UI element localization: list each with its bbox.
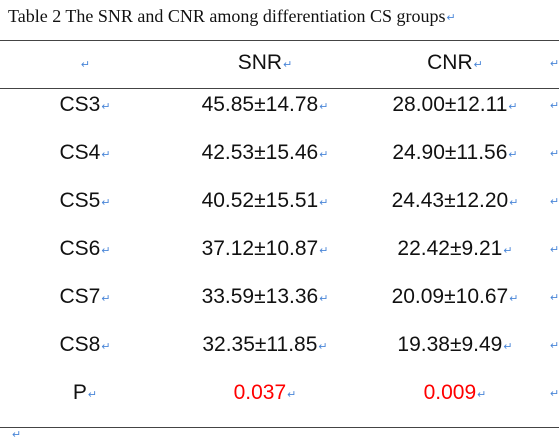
table-top-rule	[0, 40, 559, 41]
table-row: CS5↵ 40.52±15.51↵ 24.43±12.20↵ ↵	[0, 183, 559, 219]
group-cell: CS4↵	[59, 141, 111, 164]
paragraph-mark-icon: ↵	[101, 149, 111, 161]
paragraph-mark-icon: ↵	[101, 245, 111, 257]
paragraph-mark-icon: ↵	[101, 293, 111, 305]
snr-cell: 37.12±10.87↵	[201, 237, 329, 260]
cnr-cell: 22.42±9.21↵	[397, 237, 513, 260]
header-snr-label: SNR	[237, 51, 283, 74]
cnr-cell: 24.90±11.56↵	[392, 141, 518, 164]
paragraph-mark-icon: ↵	[318, 341, 328, 353]
table-bottom-rule	[0, 427, 559, 428]
cnr-p-value: 0.009↵	[423, 381, 487, 404]
snr-cell: 40.52±15.51↵	[201, 189, 329, 212]
paragraph-mark-icon: ↵	[477, 389, 487, 401]
row-end-mark-icon: ↵	[550, 388, 559, 400]
cnr-cell: 28.00±12.11↵	[392, 93, 518, 116]
snr-cell: 45.85±14.78↵	[201, 93, 329, 116]
row-end-mark-icon: ↵	[550, 196, 559, 208]
table-row: CS7↵ 33.59±13.36↵ 20.09±10.67↵ ↵	[0, 279, 559, 315]
paragraph-mark-icon: ↵	[287, 389, 297, 401]
snr-p-value: 0.037↵	[233, 381, 297, 404]
p-label-cell: P↵	[72, 381, 98, 404]
paragraph-mark-icon: ↵	[319, 101, 329, 113]
p-value-row: P↵ 0.037↵ 0.009↵ ↵	[0, 375, 559, 411]
table-header-rule	[0, 88, 559, 89]
paragraph-mark-icon: ↵	[101, 197, 111, 209]
paragraph-mark-icon: ↵	[446, 12, 456, 24]
group-cell: CS3↵	[59, 93, 111, 116]
group-cell: CS5↵	[59, 189, 111, 212]
paragraph-mark-icon: ↵	[473, 59, 483, 71]
paragraph-mark-icon: ↵	[508, 149, 518, 161]
header-cnr-label: CNR	[427, 51, 473, 74]
header-cell-snr: SNR↵	[180, 51, 350, 75]
cnr-cell: 19.38±9.49↵	[397, 333, 513, 356]
paragraph-mark-icon: ↵	[503, 341, 513, 353]
table-row: CS6↵ 37.12±10.87↵ 22.42±9.21↵ ↵	[0, 231, 559, 267]
group-cell: CS6↵	[59, 237, 111, 260]
group-cell: CS7↵	[59, 285, 111, 308]
paragraph-mark-icon: ↵	[319, 197, 329, 209]
cnr-cell: 20.09±10.67↵	[391, 285, 519, 308]
paragraph-mark-icon: ↵	[509, 197, 519, 209]
snr-cell: 32.35±11.85↵	[202, 333, 328, 356]
paragraph-mark-icon: ↵	[319, 293, 329, 305]
paragraph-mark-icon: ↵	[319, 245, 329, 257]
cnr-cell: 24.43±12.20↵	[391, 189, 519, 212]
paragraph-mark-icon: ↵	[509, 293, 519, 305]
row-end-mark-icon: ↵	[550, 292, 559, 304]
paragraph-mark-icon: ↵	[12, 429, 22, 441]
header-cell-cnr: CNR↵	[365, 51, 545, 75]
header-cell-empty: ↵	[10, 51, 160, 75]
paragraph-mark-icon: ↵	[87, 389, 98, 401]
table-header-row: ↵ SNR↵ CNR↵ ↵	[0, 45, 559, 81]
row-end-mark-icon: ↵	[550, 244, 559, 256]
paragraph-mark-icon: ↵	[101, 101, 111, 113]
paragraph-mark-icon: ↵	[508, 101, 518, 113]
row-end-mark-icon: ↵	[550, 58, 559, 70]
snr-cell: 42.53±15.46↵	[201, 141, 329, 164]
paragraph-mark-icon: ↵	[503, 245, 513, 257]
paragraph-mark-icon: ↵	[319, 149, 329, 161]
row-end-mark-icon: ↵	[550, 340, 559, 352]
table-row: CS8↵ 32.35±11.85↵ 19.38±9.49↵ ↵	[0, 327, 559, 363]
paragraph-mark-icon: ↵	[80, 59, 91, 71]
paragraph-mark-icon: ↵	[101, 341, 111, 353]
row-end-mark-icon: ↵	[550, 100, 559, 112]
row-end-mark-icon: ↵	[550, 148, 559, 160]
table-caption-text: Table 2 The SNR and CNR among differenti…	[8, 6, 446, 26]
table-row: CS4↵ 42.53±15.46↵ 24.90±11.56↵ ↵	[0, 135, 559, 171]
group-cell: CS8↵	[59, 333, 111, 356]
snr-cell: 33.59±13.36↵	[201, 285, 329, 308]
table-caption: Table 2 The SNR and CNR among differenti…	[8, 6, 553, 27]
paragraph-mark-icon: ↵	[283, 59, 293, 71]
table-row: CS3↵ 45.85±14.78↵ 28.00±12.11↵ ↵	[0, 87, 559, 123]
